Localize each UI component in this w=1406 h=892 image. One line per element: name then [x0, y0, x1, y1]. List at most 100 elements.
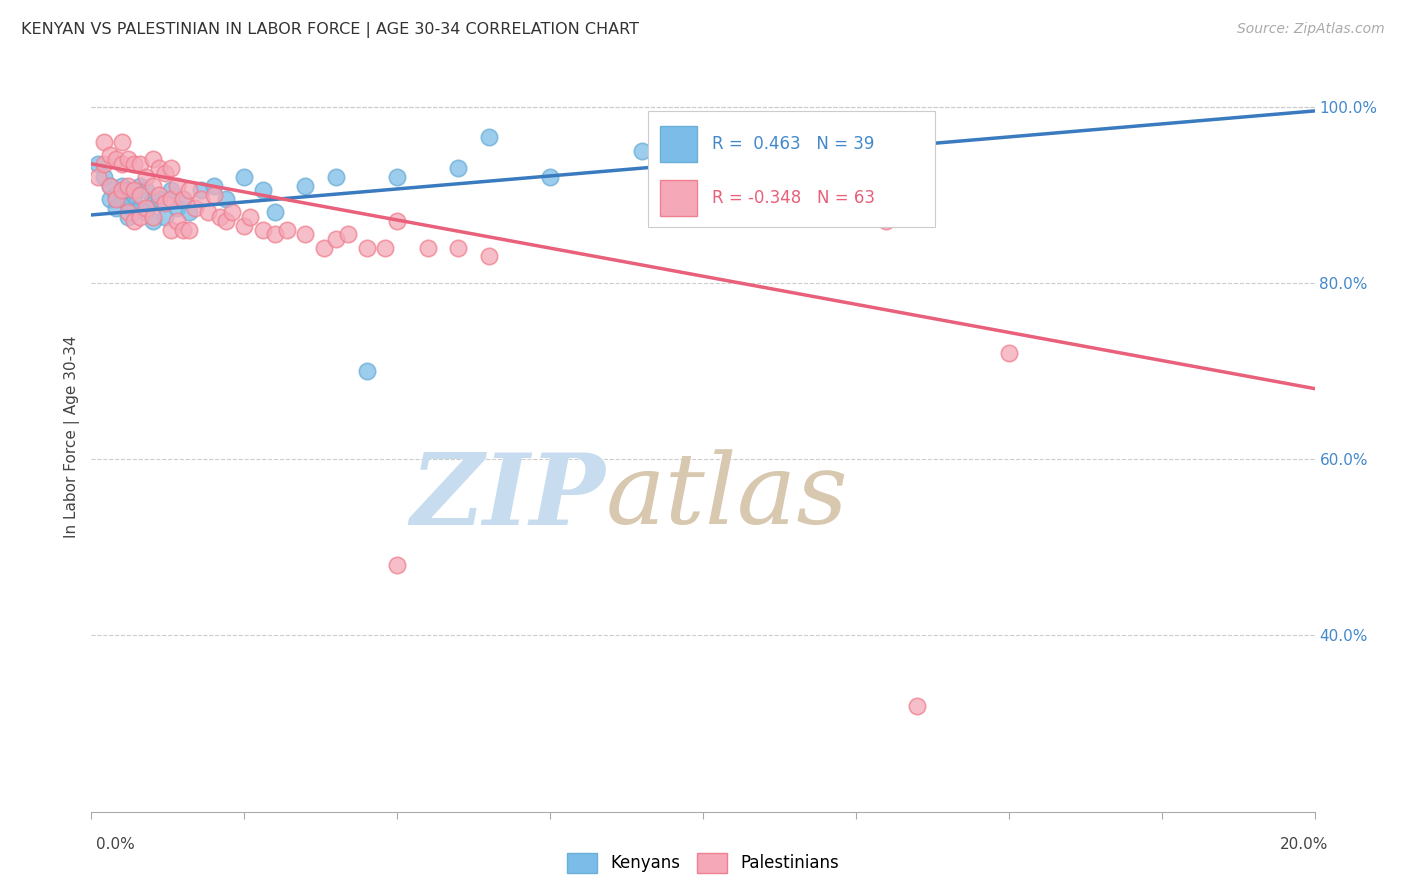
Text: Source: ZipAtlas.com: Source: ZipAtlas.com [1237, 22, 1385, 37]
Point [166, 178, 188, 193]
Point [160, 183, 183, 197]
Point [631, 144, 654, 158]
Point [276, 223, 298, 237]
Text: 20.0%: 20.0% [1281, 837, 1329, 852]
Point [215, 214, 238, 228]
Y-axis label: In Labor Force | Age 30-34: In Labor Force | Age 30-34 [65, 335, 80, 539]
Point [166, 201, 188, 215]
Point [129, 157, 152, 171]
Point [385, 214, 409, 228]
Point [111, 135, 134, 149]
Point [294, 227, 316, 242]
Point [184, 201, 207, 215]
Point [111, 183, 134, 197]
Point [122, 214, 145, 228]
Point [312, 241, 335, 255]
Text: ZIP: ZIP [411, 449, 605, 545]
Point [104, 153, 127, 167]
Point [148, 192, 170, 206]
Point [160, 161, 183, 176]
Point [148, 161, 170, 176]
Point [111, 192, 134, 206]
Point [117, 153, 139, 167]
Point [233, 169, 256, 184]
Point [998, 346, 1021, 360]
Point [172, 192, 194, 206]
Point [135, 183, 157, 197]
Point [356, 364, 378, 378]
Point [190, 192, 212, 206]
Point [538, 169, 561, 184]
Point [153, 166, 176, 180]
Point [117, 178, 139, 193]
Point [117, 183, 139, 197]
Point [135, 205, 157, 219]
Point [208, 210, 231, 224]
Point [117, 210, 139, 224]
Point [337, 227, 360, 242]
FancyBboxPatch shape [661, 127, 697, 162]
Point [160, 192, 183, 206]
Point [98, 148, 121, 162]
Point [104, 192, 127, 206]
Point [264, 205, 287, 219]
Point [98, 178, 121, 193]
Point [202, 178, 225, 193]
Point [875, 214, 898, 228]
Point [117, 196, 139, 211]
Point [166, 214, 188, 228]
Point [129, 201, 152, 215]
Point [478, 249, 501, 263]
Point [122, 187, 145, 202]
Point [141, 192, 163, 206]
Text: KENYAN VS PALESTINIAN IN LABOR FORCE | AGE 30-34 CORRELATION CHART: KENYAN VS PALESTINIAN IN LABOR FORCE | A… [21, 22, 640, 38]
Point [141, 153, 163, 167]
Point [221, 205, 243, 219]
Point [93, 157, 115, 171]
Point [148, 187, 170, 202]
Point [111, 157, 134, 171]
Point [239, 210, 262, 224]
Point [447, 161, 470, 176]
Point [252, 183, 274, 197]
Point [141, 210, 163, 224]
Point [141, 178, 163, 193]
Point [98, 192, 121, 206]
Text: R = -0.348   N = 63: R = -0.348 N = 63 [711, 189, 875, 207]
Point [264, 227, 287, 242]
FancyBboxPatch shape [648, 112, 935, 227]
Point [202, 187, 225, 202]
Point [416, 241, 439, 255]
Point [153, 210, 176, 224]
Text: 0.0%: 0.0% [96, 837, 135, 852]
Point [325, 232, 347, 246]
Point [385, 169, 409, 184]
Point [129, 210, 152, 224]
Point [93, 135, 115, 149]
Point [252, 223, 274, 237]
Point [129, 187, 152, 202]
Point [86, 157, 108, 171]
Point [153, 196, 176, 211]
Point [197, 205, 219, 219]
Point [129, 178, 152, 193]
Point [104, 201, 127, 215]
Point [233, 219, 256, 233]
Point [122, 157, 145, 171]
Point [179, 183, 201, 197]
Text: atlas: atlas [605, 450, 848, 545]
Point [215, 192, 238, 206]
Point [179, 223, 201, 237]
Point [122, 205, 145, 219]
Point [141, 214, 163, 228]
Point [905, 698, 928, 713]
Point [86, 169, 108, 184]
Point [325, 169, 347, 184]
Text: R =  0.463   N = 39: R = 0.463 N = 39 [711, 136, 875, 153]
Point [160, 223, 183, 237]
Point [294, 178, 316, 193]
Point [172, 192, 194, 206]
Point [135, 169, 157, 184]
Point [356, 241, 378, 255]
Point [172, 223, 194, 237]
